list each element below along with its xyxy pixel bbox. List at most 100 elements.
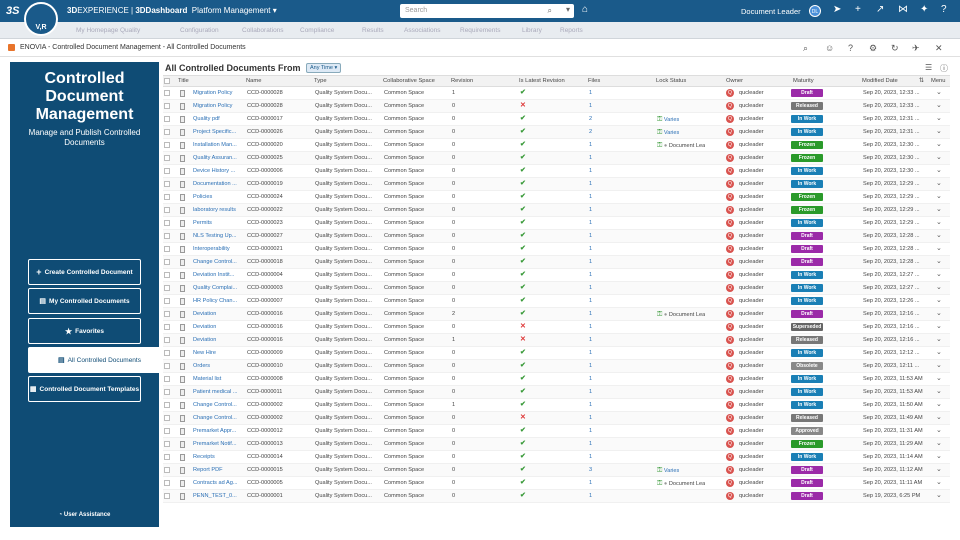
search-icon[interactable]: ⌕ (547, 6, 552, 15)
doc-title-link[interactable]: Change Control... (193, 259, 237, 265)
chevron-down-icon[interactable]: ⌄ (936, 167, 942, 174)
tab-item[interactable]: Reports (560, 27, 583, 34)
doc-files-link[interactable]: 1 (589, 207, 593, 213)
doc-owner[interactable]: qucleader (739, 155, 764, 161)
table-row[interactable]: Change Control... CCD-0000002 Quality Syst… (163, 399, 950, 412)
help-icon[interactable]: ? (848, 43, 854, 53)
chevron-down-icon[interactable]: ⌄ (936, 219, 942, 226)
maturity-badge[interactable]: Draft (791, 492, 823, 500)
lock-status[interactable]: ⚿ Varies (657, 129, 680, 136)
doc-title-link[interactable]: HR Policy Chan... (193, 298, 238, 304)
doc-title-link[interactable]: Report PDF (193, 467, 223, 473)
chevron-down-icon[interactable]: ⌄ (936, 180, 942, 187)
doc-files-link[interactable]: 2 (589, 116, 593, 122)
doc-owner[interactable]: qucleader (739, 246, 764, 252)
row-checkbox[interactable] (164, 272, 170, 278)
doc-owner[interactable]: qucleader (739, 350, 764, 356)
user-avatar[interactable]: DL (809, 5, 821, 17)
chevron-down-icon[interactable]: ⌄ (936, 323, 942, 330)
gear-icon[interactable]: ⚙ (869, 43, 878, 53)
doc-title-link[interactable]: PENN_TEST_0... (193, 493, 237, 499)
table-row[interactable]: Change Control... CCD-0000002 Quality Syst… (163, 412, 950, 425)
doc-title-link[interactable]: Premarket Notif... (193, 441, 237, 447)
column-header-maturity[interactable]: Maturity (793, 78, 814, 84)
doc-title-link[interactable]: Patient medical ... (193, 389, 238, 395)
lock-status[interactable]: ⚿ ● Document Lea (657, 480, 706, 487)
tab-item[interactable]: Library (522, 27, 542, 34)
compass-logo[interactable]: V,R (24, 2, 58, 36)
create-controlled-document-button[interactable]: + Create Controlled Document (28, 259, 141, 285)
lock-status[interactable]: ⚿ Varies (657, 116, 680, 123)
row-checkbox[interactable] (164, 207, 170, 213)
tab-item[interactable]: Configuration (180, 27, 219, 34)
doc-owner[interactable]: qucleader (739, 402, 764, 408)
maturity-badge[interactable]: Frozen (791, 154, 823, 162)
tab-item[interactable]: Compliance (300, 27, 335, 34)
chevron-down-icon[interactable]: ⌄ (936, 466, 942, 473)
row-checkbox[interactable] (164, 285, 170, 291)
select-all-checkbox[interactable] (164, 78, 170, 84)
maturity-badge[interactable]: Draft (791, 466, 823, 474)
user-name[interactable]: Document Leader (741, 7, 801, 16)
row-checkbox[interactable] (164, 233, 170, 239)
chevron-down-icon[interactable]: ⌄ (936, 141, 942, 148)
maturity-badge[interactable]: In Work (791, 388, 823, 396)
row-checkbox[interactable] (164, 480, 170, 486)
doc-files-link[interactable]: 1 (589, 155, 593, 161)
sort-icon[interactable]: ⇅ (919, 78, 924, 84)
help-icon[interactable]: ? (941, 4, 947, 15)
doc-files-link[interactable]: 1 (589, 181, 593, 187)
table-row[interactable]: Receipts CCD-0000014 Quality System Docu..… (163, 451, 950, 464)
doc-title-link[interactable]: Change Control... (193, 415, 237, 421)
row-checkbox[interactable] (164, 259, 170, 265)
maturity-badge[interactable]: Draft (791, 245, 823, 253)
table-row[interactable]: Orders CCD-0000010 Quality System Docu... C… (163, 360, 950, 373)
doc-owner[interactable]: qucleader (739, 220, 764, 226)
column-header-revision[interactable]: Revision (451, 78, 474, 84)
doc-title-link[interactable]: NLS Testing Up... (193, 233, 237, 239)
maturity-badge[interactable]: Draft (791, 310, 823, 318)
my-controlled-documents-button[interactable]: ▤ My Controlled Documents (28, 288, 141, 314)
chevron-down-icon[interactable]: ⌄ (936, 232, 942, 239)
table-row[interactable]: Policies CCD-0000024 Quality System Docu..… (163, 191, 950, 204)
doc-files-link[interactable]: 1 (589, 298, 593, 304)
doc-files-link[interactable]: 1 (589, 194, 593, 200)
chevron-down-icon[interactable]: ⌄ (936, 401, 942, 408)
chevron-down-icon[interactable]: ⌄ (936, 271, 942, 278)
maturity-badge[interactable]: Draft (791, 232, 823, 240)
doc-files-link[interactable]: 1 (589, 259, 593, 265)
share-icon[interactable]: ➤ (833, 4, 842, 15)
controlled-document-templates-button[interactable]: ▦ Controlled Document Templates (28, 376, 141, 402)
tab-item[interactable]: My Homepage (76, 27, 119, 34)
table-row[interactable]: Deviation CCD-0000016 Quality System Docu.… (163, 321, 950, 334)
doc-files-link[interactable]: 1 (589, 246, 593, 252)
row-checkbox[interactable] (164, 467, 170, 473)
maturity-badge[interactable]: In Work (791, 180, 823, 188)
chevron-down-icon[interactable]: ⌄ (936, 336, 942, 343)
search-dropdown-icon[interactable]: ▾ (565, 5, 570, 14)
doc-title-link[interactable]: Contracts ad Ag... (193, 480, 238, 486)
doc-files-link[interactable]: 1 (589, 428, 593, 434)
table-row[interactable]: Patient medical ... CCD-0000011 Quality Sy… (163, 386, 950, 399)
doc-files-link[interactable]: 1 (589, 402, 593, 408)
doc-title-link[interactable]: Quality pdf (193, 116, 220, 122)
row-checkbox[interactable] (164, 402, 170, 408)
doc-owner[interactable]: qucleader (739, 428, 764, 434)
maturity-badge[interactable]: In Work (791, 271, 823, 279)
search-icon[interactable]: ⌕ (803, 43, 809, 53)
doc-owner[interactable]: qucleader (739, 324, 764, 330)
doc-owner[interactable]: qucleader (739, 168, 764, 174)
column-header-type[interactable]: Type (314, 78, 327, 84)
row-checkbox[interactable] (164, 155, 170, 161)
column-header-owner[interactable]: Owner (726, 78, 744, 84)
row-checkbox[interactable] (164, 311, 170, 317)
doc-title-link[interactable]: Permits (193, 220, 212, 226)
row-checkbox[interactable] (164, 337, 170, 343)
network-icon[interactable]: ⋈ (898, 4, 908, 15)
maturity-badge[interactable]: Superseded (791, 323, 823, 331)
table-row[interactable]: Material list CCD-0000008 Quality System D… (163, 373, 950, 386)
row-checkbox[interactable] (164, 428, 170, 434)
doc-title-link[interactable]: Deviation (193, 311, 217, 317)
row-checkbox[interactable] (164, 441, 170, 447)
table-row[interactable]: Report PDF CCD-0000015 Quality System Docu… (163, 464, 950, 477)
